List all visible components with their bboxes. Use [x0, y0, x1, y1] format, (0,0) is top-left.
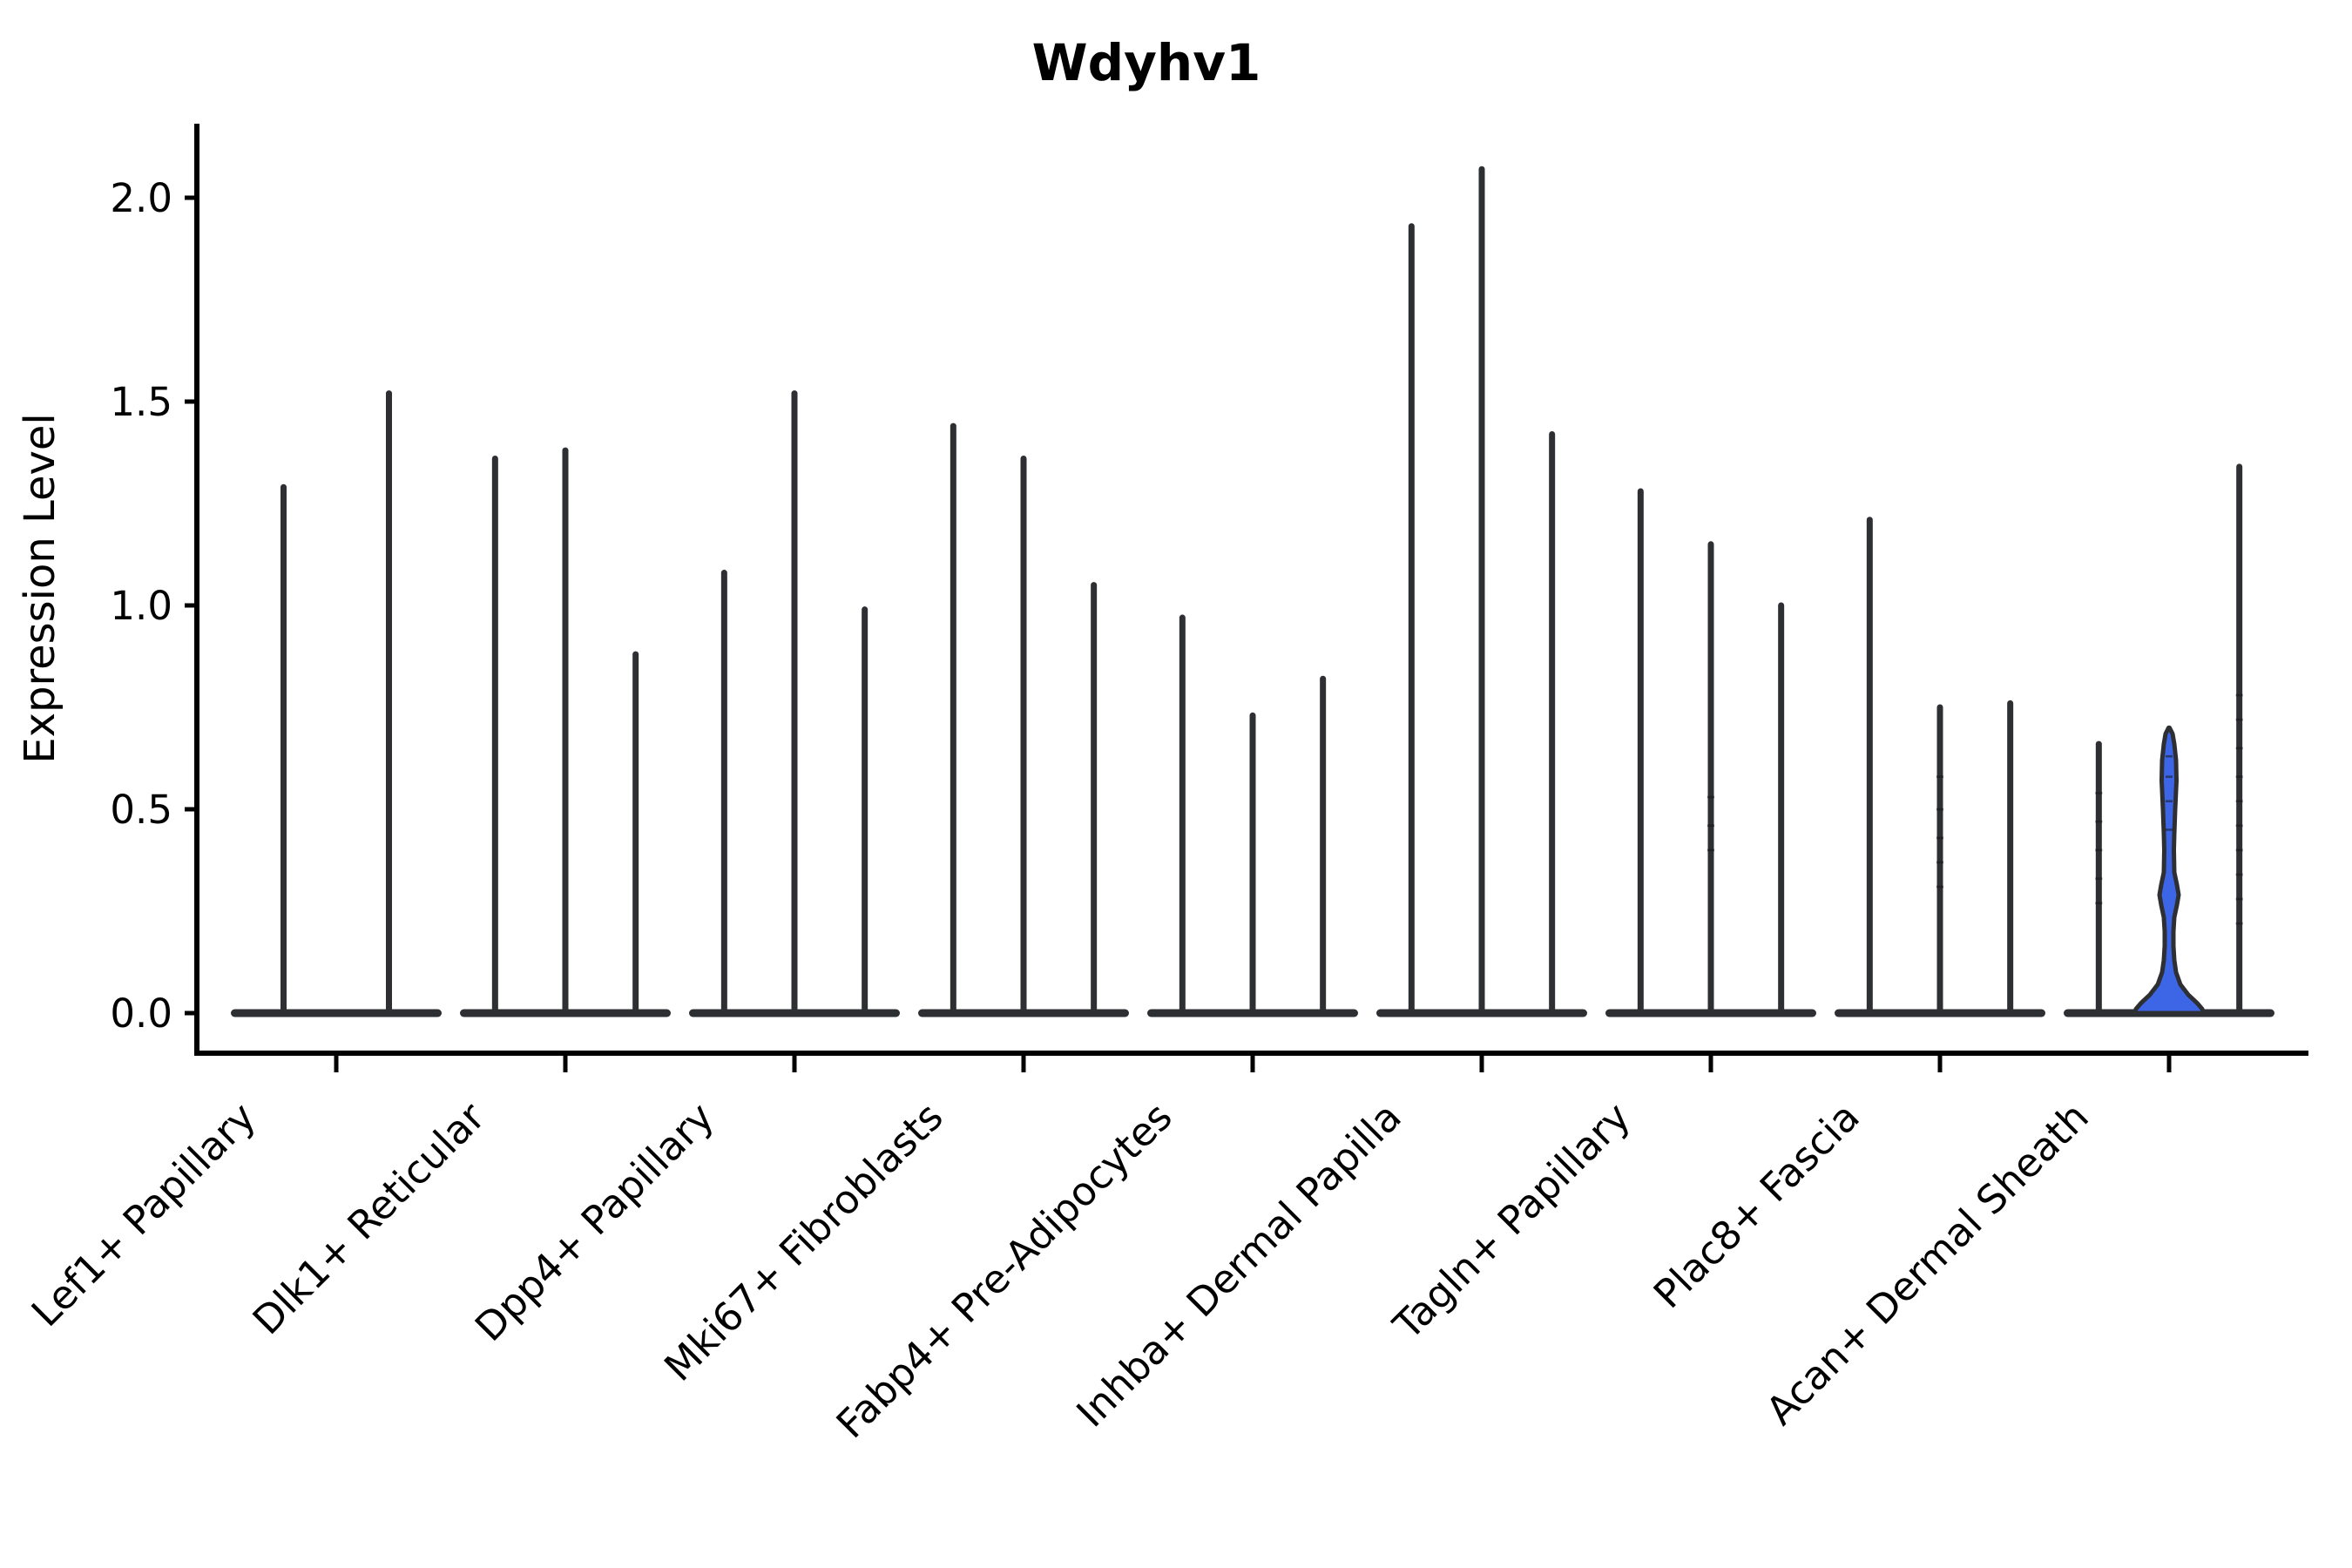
y-tick-label: 1.5 [110, 379, 172, 425]
point-dash [2095, 902, 2103, 905]
point-dash [2095, 820, 2103, 823]
point-dash [2166, 775, 2173, 778]
point-dash [1936, 836, 1943, 840]
point-dash [2235, 824, 2243, 828]
point-dash [1707, 824, 1714, 828]
y-tick-label: 1.0 [110, 583, 172, 629]
violin-baseline [231, 1009, 442, 1017]
chart-title: Wdyhv1 [1032, 33, 1261, 92]
point-dash [2166, 828, 2173, 831]
point-dash [2235, 897, 2243, 901]
point-dash [1936, 885, 1943, 889]
point-dash [2235, 922, 2243, 925]
point-dash [1707, 795, 1714, 799]
highlight-violin [2132, 725, 2207, 1016]
y-tick-label: 0.5 [110, 787, 172, 833]
point-dash [1936, 861, 1943, 864]
point-dash [2166, 754, 2173, 758]
point-dash [1707, 848, 1714, 852]
point-dash [2235, 800, 2243, 803]
y-tick-label: 0.0 [110, 990, 172, 1037]
point-dash [2166, 800, 2173, 803]
point-dash [1936, 808, 1943, 811]
point-dash [2235, 848, 2243, 852]
point-dash [2235, 747, 2243, 750]
point-dash [2235, 775, 2243, 778]
point-dash [2235, 873, 2243, 876]
y-tick-label: 2.0 [110, 175, 172, 221]
point-dash [2095, 877, 2103, 880]
point-dash [1936, 775, 1943, 778]
y-axis-label: Expression Level [16, 413, 64, 764]
point-dash [2095, 792, 2103, 794]
point-dash [2235, 718, 2243, 721]
point-dash [2095, 848, 2103, 852]
point-dash [2235, 693, 2243, 697]
